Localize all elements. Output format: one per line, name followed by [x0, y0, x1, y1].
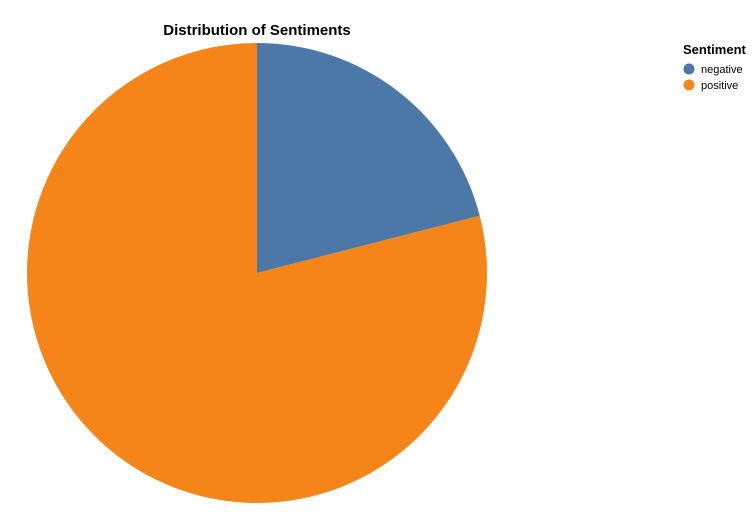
legend-symbol-negative [683, 63, 695, 75]
legend-title: Sentiment [683, 42, 747, 57]
legend: negative positive [683, 63, 743, 92]
legend-symbol-positive [683, 79, 695, 91]
chart-title: Distribution of Sentiments [163, 22, 351, 39]
legend-label-positive: positive [701, 80, 738, 92]
legend-label-negative: negative [701, 64, 743, 76]
pie-slice-negative [257, 43, 480, 273]
pie-slice-positive [27, 43, 488, 503]
pie-slices [27, 43, 488, 503]
